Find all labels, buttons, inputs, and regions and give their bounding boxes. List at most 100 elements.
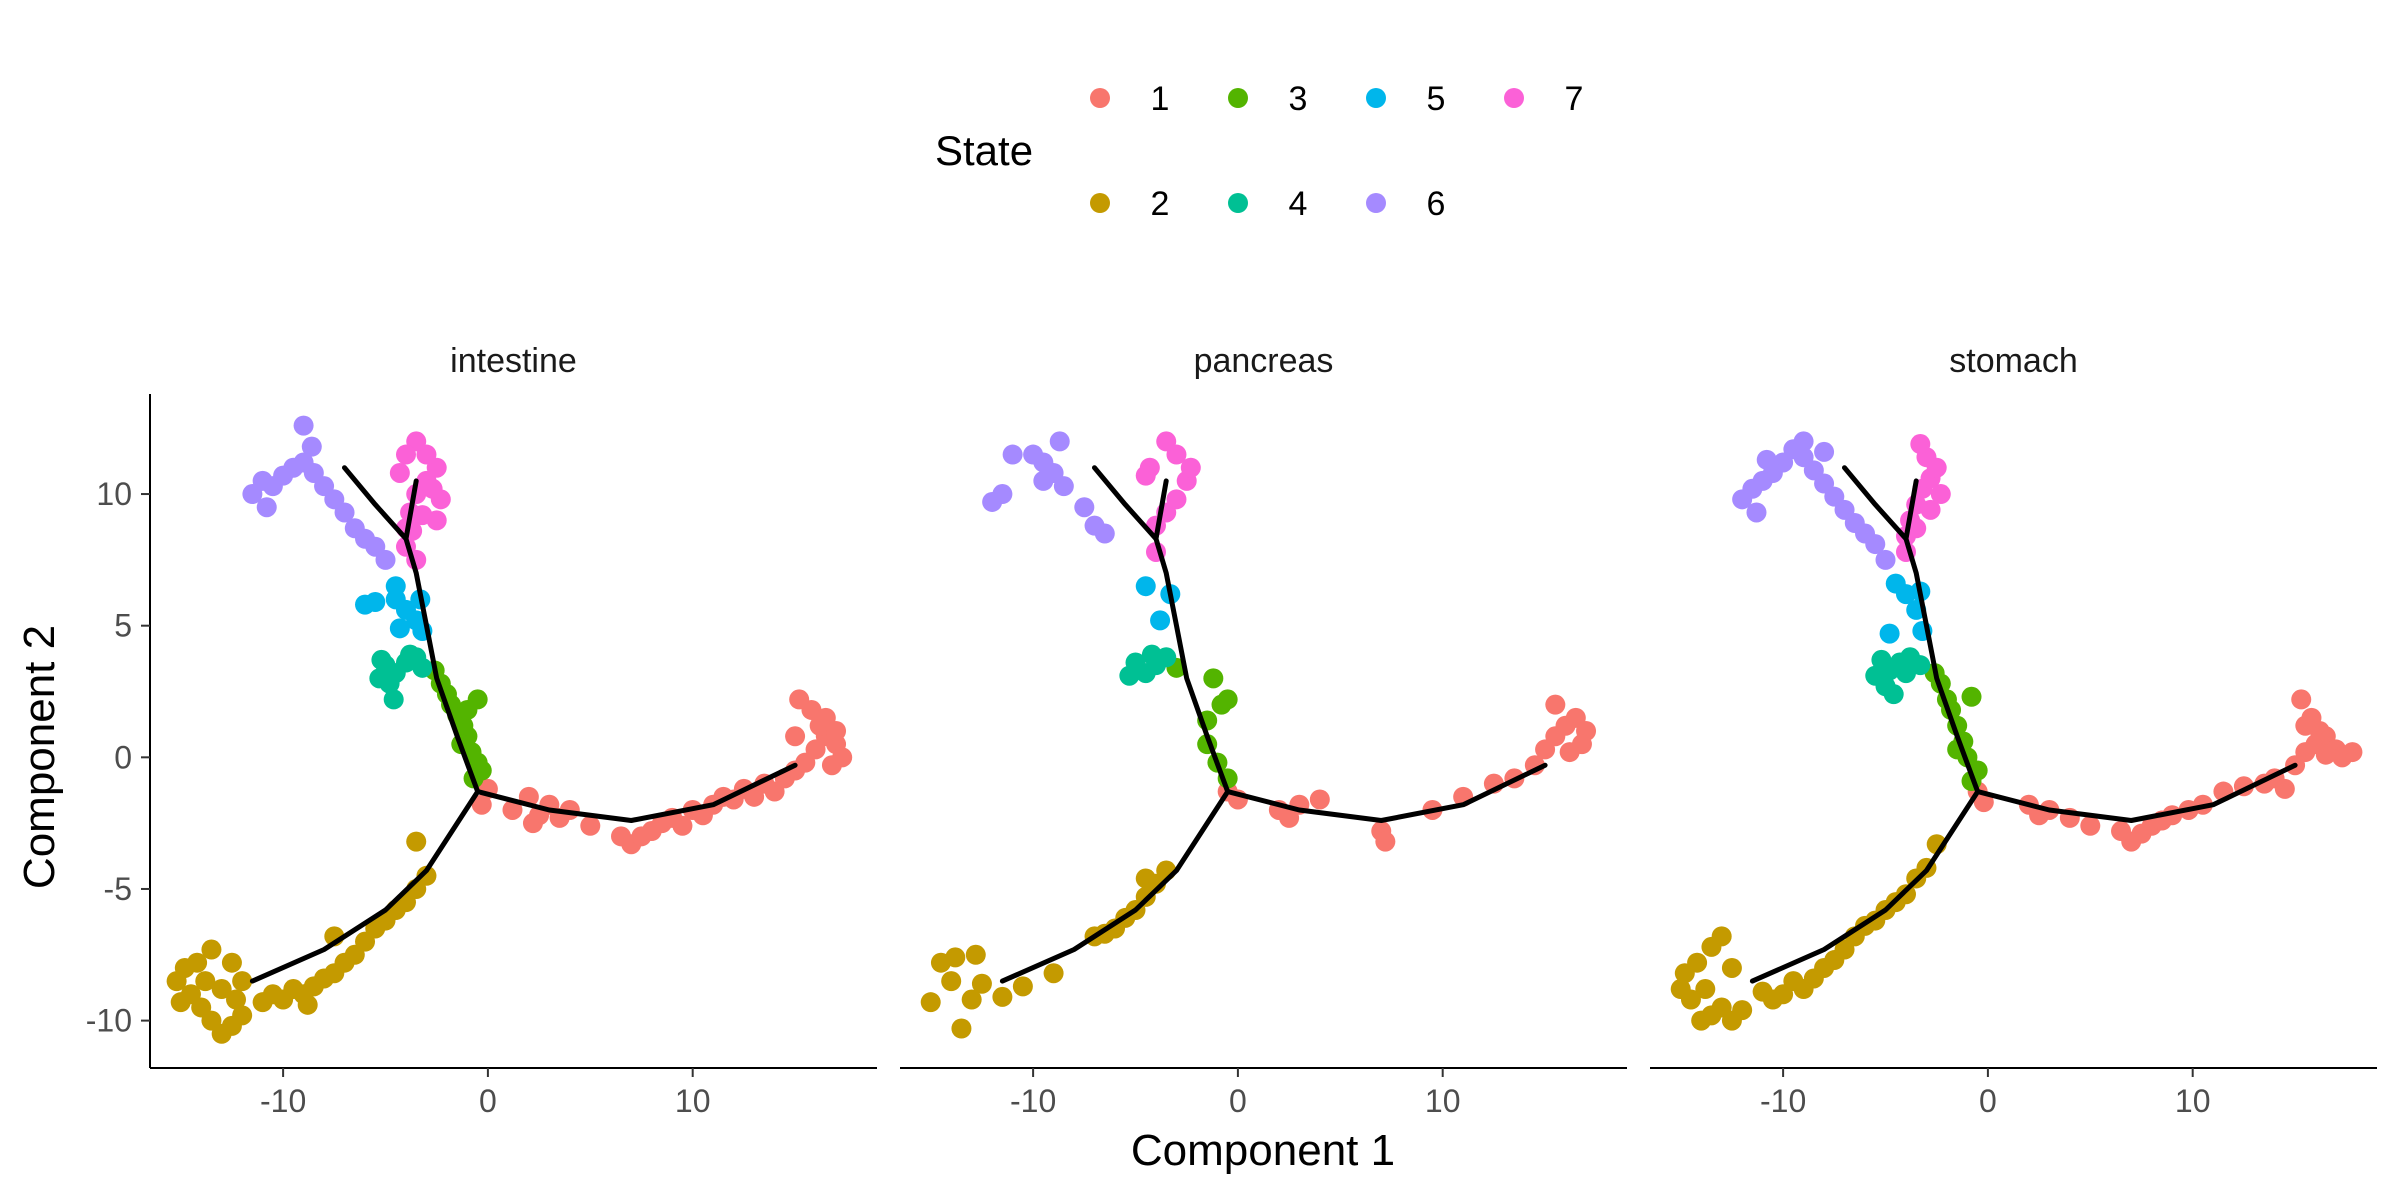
data-point xyxy=(2274,778,2295,799)
data-point xyxy=(195,971,216,992)
legend: State 1 2 3 4 5 6 7 xyxy=(935,80,1583,223)
data-point xyxy=(1732,489,1753,510)
legend-entry-2: 2 xyxy=(1090,185,1169,223)
legend-key-1 xyxy=(1090,88,1110,108)
state-4-points xyxy=(369,644,433,710)
x-tick-label: 10 xyxy=(1425,1083,1461,1119)
data-point xyxy=(1961,686,1982,707)
data-point xyxy=(1375,831,1396,852)
data-point xyxy=(1033,470,1054,491)
data-point xyxy=(826,721,847,741)
legend-label-7: 7 xyxy=(1565,80,1584,118)
data-point xyxy=(992,986,1013,1007)
data-point xyxy=(1721,957,1742,978)
state-4-points xyxy=(1865,647,1931,705)
data-point xyxy=(355,594,376,615)
data-point xyxy=(1687,952,1708,973)
legend-key-7 xyxy=(1504,88,1524,108)
data-point xyxy=(1135,868,1156,889)
data-point xyxy=(1885,573,1906,594)
state-2-points xyxy=(920,860,1177,1039)
state-5-points xyxy=(1879,573,1933,644)
state-5-points xyxy=(355,576,433,641)
data-point xyxy=(1156,431,1177,452)
legend-label-2: 2 xyxy=(1151,185,1170,223)
data-point xyxy=(256,497,277,518)
data-point xyxy=(965,944,986,965)
data-point xyxy=(252,992,273,1013)
data-point xyxy=(1670,979,1691,1000)
data-point xyxy=(297,994,318,1015)
data-point xyxy=(961,989,982,1010)
data-point xyxy=(1910,434,1931,455)
data-point xyxy=(1711,926,1732,947)
data-point xyxy=(1084,515,1105,536)
legend-entry-7: 7 xyxy=(1504,80,1583,118)
state-7-points xyxy=(389,431,451,570)
data-point xyxy=(941,971,962,992)
data-point xyxy=(1012,976,1033,997)
data-point xyxy=(522,813,543,834)
data-point xyxy=(1895,663,1916,684)
data-point xyxy=(945,947,966,968)
data-point xyxy=(2342,742,2363,763)
legend-label-1: 1 xyxy=(1151,80,1170,118)
data-point xyxy=(395,444,416,465)
data-point xyxy=(457,699,478,720)
data-point xyxy=(1119,665,1140,686)
data-point xyxy=(422,478,443,499)
state-1-points xyxy=(1217,694,1597,852)
state-7-points xyxy=(1135,431,1201,562)
state-7-points xyxy=(1895,434,1951,562)
data-point xyxy=(232,971,253,992)
panel-pancreas: pancreas -10 0 10 xyxy=(900,342,1627,1119)
data-point xyxy=(1135,576,1156,597)
data-point xyxy=(2315,744,2336,765)
legend-key-3 xyxy=(1228,88,1248,108)
panel-title: pancreas xyxy=(1194,342,1334,380)
data-point xyxy=(242,484,263,505)
data-point xyxy=(1217,689,1238,710)
legend-entries: 1 2 3 4 5 6 7 xyxy=(1090,80,1583,223)
state-2-points xyxy=(166,831,437,1044)
data-point xyxy=(344,518,365,539)
state-1-points xyxy=(471,689,853,855)
data-point xyxy=(400,644,421,665)
data-point xyxy=(1141,644,1162,665)
data-point xyxy=(1871,649,1892,670)
legend-key-6 xyxy=(1366,193,1386,213)
data-point xyxy=(1571,734,1592,755)
data-point xyxy=(982,491,1003,512)
data-point xyxy=(226,989,247,1010)
data-point xyxy=(371,649,392,670)
data-point xyxy=(412,505,433,526)
data-point xyxy=(1309,789,1330,810)
state-2-points xyxy=(1670,834,1947,1031)
y-tick-label: 0 xyxy=(114,739,132,775)
data-point xyxy=(1695,979,1716,1000)
legend-key-2 xyxy=(1090,193,1110,213)
data-point xyxy=(211,979,232,1000)
data-point xyxy=(389,618,410,639)
data-point xyxy=(951,1018,972,1039)
data-point xyxy=(1180,457,1201,478)
legend-title: State xyxy=(935,127,1033,174)
panel-stomach: stomach -10 0 10 xyxy=(1650,342,2377,1119)
data-point xyxy=(2295,715,2316,736)
data-point xyxy=(1023,444,1044,465)
y-tick-label: 5 xyxy=(114,608,132,644)
data-point xyxy=(383,689,404,710)
data-point xyxy=(785,726,806,747)
data-point xyxy=(1043,963,1064,984)
data-point xyxy=(1074,497,1095,518)
data-point xyxy=(1691,1010,1712,1031)
data-point xyxy=(502,799,523,820)
data-point xyxy=(1002,444,1023,465)
data-point xyxy=(1746,502,1767,523)
data-point xyxy=(385,576,406,597)
data-point xyxy=(1973,792,1994,813)
legend-entry-1: 1 xyxy=(1090,80,1169,118)
trajectory-line xyxy=(1092,465,1231,795)
data-point xyxy=(1756,449,1777,470)
data-point xyxy=(1930,484,1951,505)
